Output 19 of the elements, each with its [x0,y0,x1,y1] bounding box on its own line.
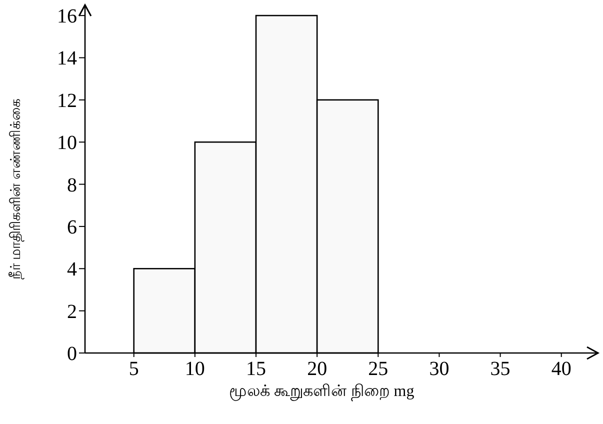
x-tick-label: 30 [429,358,450,380]
y-tick-label: 14 [57,48,77,70]
y-tick-label: 2 [67,300,77,323]
y-axis-title: நீர் மாதிரிகளின் எண்ணிக்கை [9,98,24,280]
x-tick-label: 40 [551,358,572,380]
x-tick-label: 5 [128,358,139,380]
x-axis-title: மூலக் கூறுகளின் நிறை mg [228,383,414,401]
y-tick-label: 10 [57,132,77,154]
y-tick-label: 6 [67,216,77,238]
x-tick-label: 35 [490,358,510,380]
y-tick-label: 4 [67,258,77,281]
y-tick-label: 12 [57,90,77,112]
y-tick-label: 0 [67,343,77,365]
x-tick-label: 20 [307,358,328,380]
x-tick-label: 25 [368,358,388,380]
x-tick-label: 10 [184,358,205,380]
y-tick-label: 16 [57,6,77,28]
y-tick-label: 8 [67,174,77,196]
x-tick-label: 15 [246,358,266,380]
